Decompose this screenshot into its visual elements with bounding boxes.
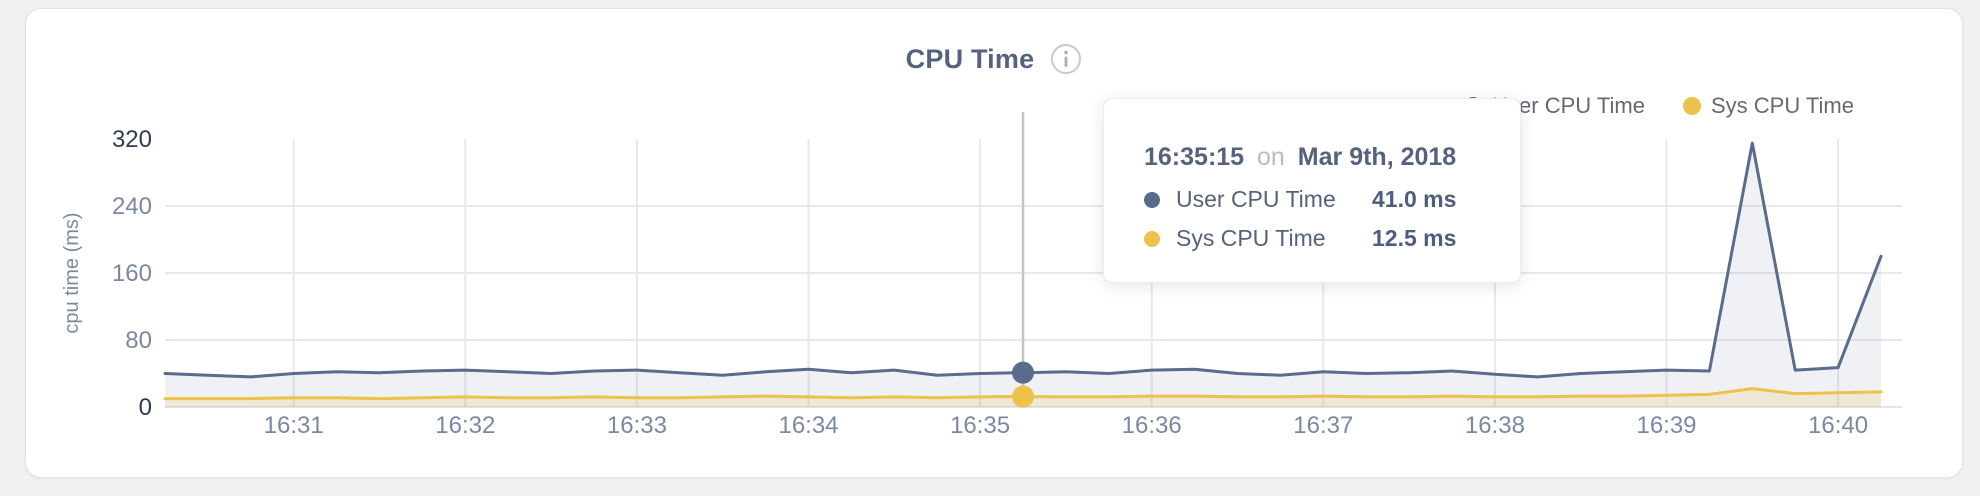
y-axis-title: cpu time (ms)	[61, 212, 83, 333]
chart-title: CPU Time	[905, 43, 1035, 74]
tooltip-row-sys-cpu-time: Sys CPU Time 12.5 ms	[1144, 225, 1490, 252]
tooltip-time: 16:35:15	[1144, 143, 1245, 171]
axis-labels: 0 80 160 240 320 16:31 16:32 16:33 16:34 16:35 16:…	[112, 126, 1868, 439]
chart-card: CPU Time User CPU Time Sys CPU Time	[25, 8, 1963, 478]
tooltip-series-value: 12.5 ms	[1372, 225, 1457, 251]
hover-point-sys-cpu-time	[1012, 385, 1034, 408]
legend-dot-sys-cpu-time	[1682, 97, 1701, 115]
chart-header: CPU Time	[26, 43, 1962, 75]
tooltip-series-value: 41.0 ms	[1372, 186, 1457, 212]
legend-label: Sys CPU Time	[1710, 93, 1854, 118]
tooltip-row-user-cpu-time: User CPU Time 41.0 ms	[1144, 186, 1490, 213]
chart-legend: User CPU Time Sys CPU Time	[1464, 93, 1854, 119]
svg-text:16:36: 16:36	[1122, 412, 1182, 439]
chart-grid	[165, 139, 1902, 408]
tooltip-series-label: Sys CPU Time	[1176, 225, 1326, 251]
svg-text:16:32: 16:32	[435, 412, 495, 439]
info-icon[interactable]	[1050, 43, 1082, 75]
tooltip-date: Mar 9th, 2018	[1297, 143, 1457, 171]
tooltip-dot-sys-cpu-time	[1144, 230, 1160, 247]
svg-text:80: 80	[125, 327, 152, 354]
svg-text:16:40: 16:40	[1808, 412, 1868, 439]
svg-text:160: 160	[112, 260, 152, 287]
svg-text:0: 0	[139, 394, 152, 421]
svg-text:320: 320	[112, 126, 152, 153]
tooltip-series-label: User CPU Time	[1176, 186, 1336, 212]
svg-text:16:35: 16:35	[950, 412, 1010, 439]
svg-text:16:31: 16:31	[264, 412, 324, 439]
tooltip-rows: User CPU Time 41.0 ms Sys CPU Time 12.5 ms	[1144, 186, 1490, 252]
tooltip-header: 16:35:15 on Mar 9th, 2018	[1144, 143, 1490, 172]
hover-crosshair	[1012, 112, 1034, 408]
svg-text:16:37: 16:37	[1293, 412, 1353, 439]
tooltip-dot-user-cpu-time	[1144, 191, 1160, 208]
svg-text:16:39: 16:39	[1636, 412, 1696, 439]
chart-tooltip: 16:35:15 on Mar 9th, 2018 User CPU Time 4…	[1103, 98, 1521, 283]
svg-text:16:33: 16:33	[607, 412, 667, 439]
hover-point-user-cpu-time	[1012, 361, 1034, 384]
svg-text:240: 240	[112, 193, 152, 220]
svg-text:16:34: 16:34	[778, 412, 838, 439]
legend-item-sys-cpu-time[interactable]: Sys CPU Time	[1682, 93, 1854, 119]
tooltip-conjunction: on	[1257, 143, 1285, 171]
svg-text:16:38: 16:38	[1465, 412, 1525, 439]
